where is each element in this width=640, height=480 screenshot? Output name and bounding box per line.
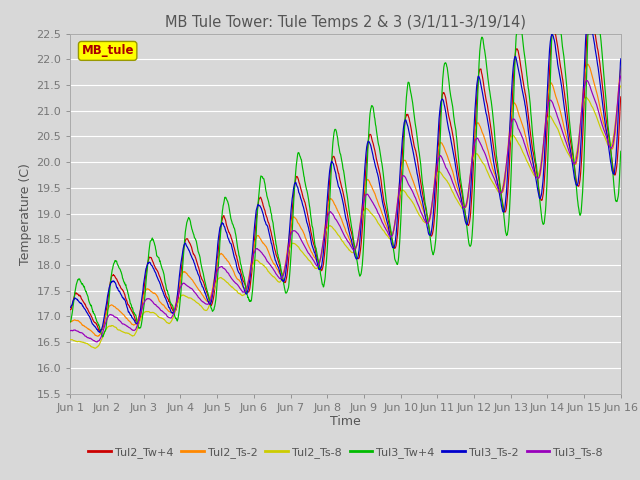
Y-axis label: Temperature (C): Temperature (C) [19, 163, 33, 264]
Title: MB Tule Tower: Tule Temps 2 & 3 (3/1/11-3/19/14): MB Tule Tower: Tule Temps 2 & 3 (3/1/11-… [165, 15, 526, 30]
Legend: Tul2_Tw+4, Tul2_Ts-2, Tul2_Ts-8, Tul3_Tw+4, Tul3_Ts-2, Tul3_Ts-8: Tul2_Tw+4, Tul2_Ts-2, Tul2_Ts-8, Tul3_Tw… [84, 443, 607, 462]
Text: MB_tule: MB_tule [81, 44, 134, 58]
X-axis label: Time: Time [330, 415, 361, 429]
